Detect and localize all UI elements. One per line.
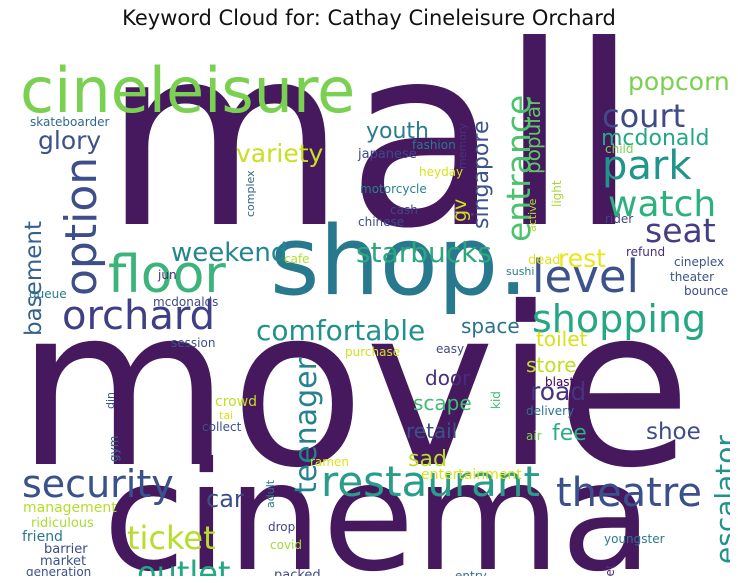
word-cafe: cafe [284,252,310,266]
word-jun: jun [157,268,177,282]
word-entry: entry [455,569,487,576]
word-ridiculous: ridiculous [31,516,94,531]
word-orchard: orchard [62,293,215,339]
word-seat: seat [645,211,716,250]
word-din: din [104,392,117,409]
word-tai: tai [219,409,233,422]
word-light: light [550,180,564,207]
word-adult: adult [264,479,277,508]
word-basement: basement [21,221,47,336]
word-memory: memory [456,123,469,169]
word-toilet: toilet [536,327,587,351]
word-friend: friend [22,529,63,545]
word-shopping: shopping [532,297,706,341]
word-refund: refund [626,245,665,259]
word-heyday: heyday [419,165,463,179]
word-escalator: escalator [709,435,730,564]
word-easy: easy [436,342,464,356]
word-buffet: buffet [603,564,617,576]
word-theatre: theatre [556,470,702,516]
word-space: space [461,314,520,338]
word-shoe: shoe [646,419,701,445]
word-movie: movie [16,260,692,516]
word-variety: variety [236,139,324,168]
word-rest: rest [558,244,606,273]
word-japanese: japanese [357,147,417,162]
word-entertainment: entertainment [421,467,522,483]
word-management: management [23,500,117,516]
word-glory: glory [38,126,101,155]
word-queue: queue [29,287,67,301]
word-youngster: youngster [604,532,665,546]
word-scape: scape [413,391,472,415]
word-collect: collect [202,420,242,434]
word-fee: fee [552,421,587,446]
word-level: level [532,250,639,303]
word-cineleisure: cineleisure [20,54,355,127]
word-dead: dead [528,253,560,268]
word-security: security [22,462,174,506]
word-session: session [171,336,215,350]
word-fashion: fashion [412,138,456,152]
word-entrance: entrance [499,95,538,242]
word-air: air [526,429,542,443]
word-store: store [526,353,577,377]
word-theater: theater [670,270,714,284]
word-popular: popular [521,97,545,174]
word-cloud: mall movie cinema shop. cineleisure restauran… [8,34,730,576]
word-chinese: chinese [358,215,404,229]
word-youth: youth [366,119,429,144]
word-blast: blast [545,375,575,389]
word-covid: covid [270,538,302,552]
word-watch: watch [608,184,716,225]
word-sushi: sushi [506,265,534,278]
word-skateboarder: skateboarder [30,115,109,129]
word-park: park [602,143,692,189]
word-kid: kid [489,391,503,409]
word-motorcycle: motorcycle [360,182,427,196]
word-generation: generation [26,565,91,576]
word-door: door [425,366,471,390]
word-cash: cash [390,203,418,217]
word-gv: gv [449,199,471,222]
word-singapore: singapore [469,121,494,230]
word-rider: rider [605,212,633,226]
word-drop: drop [268,520,295,534]
word-starbucks: starbucks [356,236,492,269]
word-cinema: cinema [103,431,653,576]
word-retail: retail [406,419,457,443]
word-mall: mall [103,34,639,283]
word-outlet: outlet [137,554,231,576]
word-gym: gym [107,436,121,462]
word-packed: packed [274,568,321,576]
word-teenager: teenager [289,357,324,494]
word-shop: shop. [270,207,528,317]
word-barrier: barrier [44,542,88,557]
word-ticket: ticket [127,519,216,557]
word-road: road [530,377,586,406]
word-car: car [206,485,244,513]
word-crowd: crowd [215,394,257,410]
word-floor: floor [108,245,226,305]
chart-title: Keyword Cloud for: Cathay Cineleisure Or… [122,6,616,30]
word-active: active [526,198,539,232]
word-bounce: bounce [684,284,728,298]
word-mcdonald: mcdonald [601,126,709,151]
word-court: court [602,97,685,135]
word-complex: complex [244,170,257,217]
word-market: market [40,554,86,569]
word-restaurant: restaurant [321,457,540,506]
word-ramen: ramen [310,455,349,469]
word-comfortable: comfortable [256,314,425,347]
word-weekend: weekend [171,238,287,268]
word-delivery: delivery [526,404,574,418]
word-mcdonalds: mcdonalds [153,295,218,309]
word-option: option [56,157,107,296]
word-sad: sad [408,447,447,472]
word-purchase: purchase [345,345,400,359]
word-child: child [605,142,634,156]
word-cineplex: cineplex [674,255,724,269]
word-popcorn: popcorn [628,67,730,96]
